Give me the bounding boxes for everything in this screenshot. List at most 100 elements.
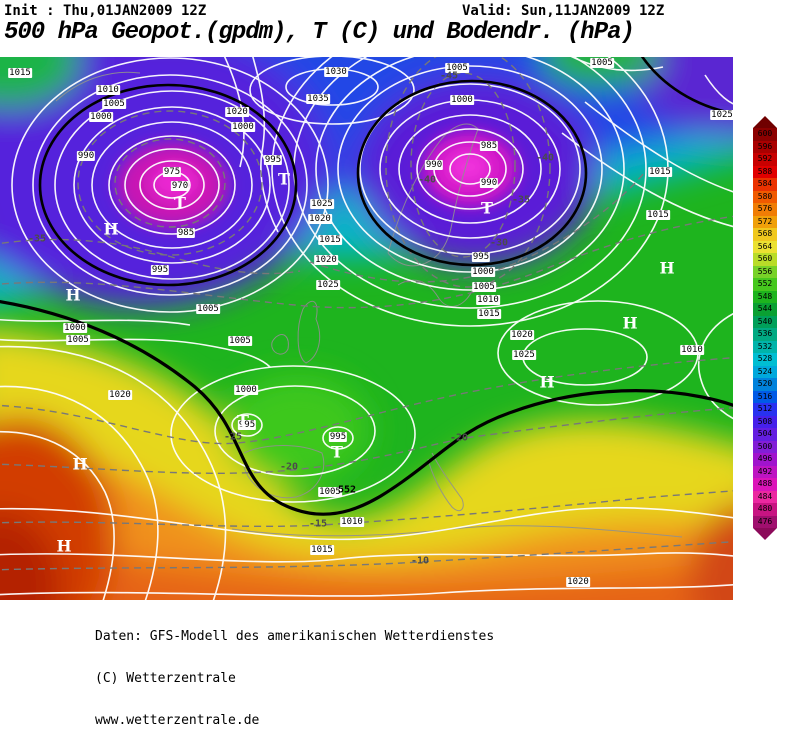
temperature-label: -30: [489, 237, 509, 249]
isobar-label: 1015: [646, 210, 670, 220]
legend-arrow-bottom: [753, 528, 777, 540]
isobar-label: 1000: [471, 267, 495, 277]
temperature-label: -25: [223, 431, 243, 443]
isobar-label: 1010: [476, 295, 500, 305]
legend-cell: 588: [753, 165, 777, 178]
isobar-label: 995: [471, 252, 491, 262]
legend-cell: 512: [753, 403, 777, 416]
isobar-label: 995: [150, 265, 170, 275]
isobar-label: 1010: [680, 345, 704, 355]
isobar-label: 1000: [234, 385, 258, 395]
temperature-label: -20: [449, 432, 469, 444]
isobar-label: 1005: [590, 58, 614, 68]
isobar-label: 995: [237, 420, 257, 430]
isobar-label: 1020: [108, 390, 132, 400]
legend-cell: 476: [753, 515, 777, 528]
map-title: 500 hPa Geopot.(gpdm), T (C) und Bodendr…: [4, 19, 635, 46]
isobar-label: 1005: [102, 99, 126, 109]
legend-cell: 600: [753, 128, 777, 141]
legend-cell: 556: [753, 265, 777, 278]
isobar-label: 1005: [66, 335, 90, 345]
valid-time-label: Valid: Sun,11JAN2009 12Z: [462, 3, 665, 19]
isobar-label: 1000: [231, 122, 255, 132]
low-center-label: T: [481, 198, 493, 218]
footer-copyright-line: (C) Wetterzentrale: [95, 671, 236, 686]
isobar-label: 985: [176, 228, 196, 238]
temperature-label: -35: [511, 194, 531, 206]
isobar-label: 1020: [225, 107, 249, 117]
legend-cell: 580: [753, 190, 777, 203]
legend-cell: 544: [753, 303, 777, 316]
legend-cell: 504: [753, 428, 777, 441]
temperature-label: -10: [410, 555, 430, 567]
isobar-label: 985: [479, 141, 499, 151]
legend-cell: 508: [753, 415, 777, 428]
legend-cell: 596: [753, 140, 777, 153]
isobar-label: 1015: [310, 545, 334, 555]
legend-cell: 552: [753, 278, 777, 291]
isobar-label: 1020: [566, 577, 590, 587]
legend-cell: 572: [753, 215, 777, 228]
isobar-label: 1015: [8, 68, 32, 78]
legend-cell: 584: [753, 178, 777, 191]
high-center-label: H: [56, 536, 72, 556]
weather-map: 1015 1010 1005 1000 990 975 970 985 995 995 1000 10…: [0, 57, 733, 600]
isobar-label: 1000: [63, 323, 87, 333]
legend-cell: 560: [753, 253, 777, 266]
legend-cell: 480: [753, 503, 777, 516]
isobar-label: 1025: [316, 280, 340, 290]
isobar-label: 1035: [306, 94, 330, 104]
legend-cell: 532: [753, 340, 777, 353]
isobar-label: 1030: [324, 67, 348, 77]
legend-cell: 492: [753, 465, 777, 478]
footer-source-line: Daten: GFS-Modell des amerikanischen Wet…: [95, 629, 495, 644]
high-center-label: H: [539, 372, 555, 392]
geopotential-label: 552: [337, 484, 357, 496]
temperature-label: -40: [535, 152, 555, 164]
isobar-label: 1005: [472, 282, 496, 292]
legend-cell: 484: [753, 490, 777, 503]
isobar-label: 990: [479, 178, 499, 188]
isobar-label: 1015: [477, 309, 501, 319]
temperature-label: -40: [417, 174, 437, 186]
isobar-label: 995: [263, 155, 283, 165]
legend-cell: 488: [753, 478, 777, 491]
high-center-label: H: [65, 285, 81, 305]
isobar-label: 1000: [450, 95, 474, 105]
high-center-label: H: [659, 258, 675, 278]
temperature-label: -45: [439, 70, 459, 82]
map-label-layer: 1015 1010 1005 1000 990 975 970 985 995 995 1000 10…: [0, 57, 733, 600]
isobar-label: 990: [76, 151, 96, 161]
legend-cell: 524: [753, 365, 777, 378]
high-center-label: H: [622, 313, 638, 333]
low-center-label: T: [174, 193, 186, 213]
legend-cell: 576: [753, 203, 777, 216]
high-center-label: H: [103, 219, 119, 239]
isobar-label: 995: [328, 432, 348, 442]
high-center-label: H: [72, 454, 88, 474]
isobar-label: 1025: [310, 199, 334, 209]
init-time-label: Init : Thu,01JAN2009 12Z: [4, 3, 207, 19]
isobar-label: 990: [424, 160, 444, 170]
isobar-label: 1005: [318, 487, 342, 497]
isobar-label: 1015: [648, 167, 672, 177]
legend-cell: 548: [753, 290, 777, 303]
isobar-label: 1020: [308, 214, 332, 224]
legend-cell: 568: [753, 228, 777, 241]
footer-url: www.wetterzentrale.de: [95, 713, 260, 728]
isobar-label: 1015: [318, 235, 342, 245]
legend-cell: 564: [753, 240, 777, 253]
isobar-label: 1010: [340, 517, 364, 527]
legend-cell: 496: [753, 453, 777, 466]
footer-credits: Daten: GFS-Modell des amerikanischen Wet…: [95, 602, 494, 742]
temperature-label: -15: [308, 518, 328, 530]
isobar-label: 970: [170, 181, 190, 191]
legend-arrow-top: [753, 116, 777, 128]
legend-cell: 500: [753, 440, 777, 453]
temperature-label: -35: [27, 233, 47, 245]
isobar-label: 1020: [314, 255, 338, 265]
legend-cell: 516: [753, 390, 777, 403]
low-center-label: T: [331, 442, 343, 462]
legend-scale: 600 596 592 588 584 580 576 572 568 564 560 556 552 5…: [753, 128, 777, 528]
isobar-label: 975: [162, 167, 182, 177]
